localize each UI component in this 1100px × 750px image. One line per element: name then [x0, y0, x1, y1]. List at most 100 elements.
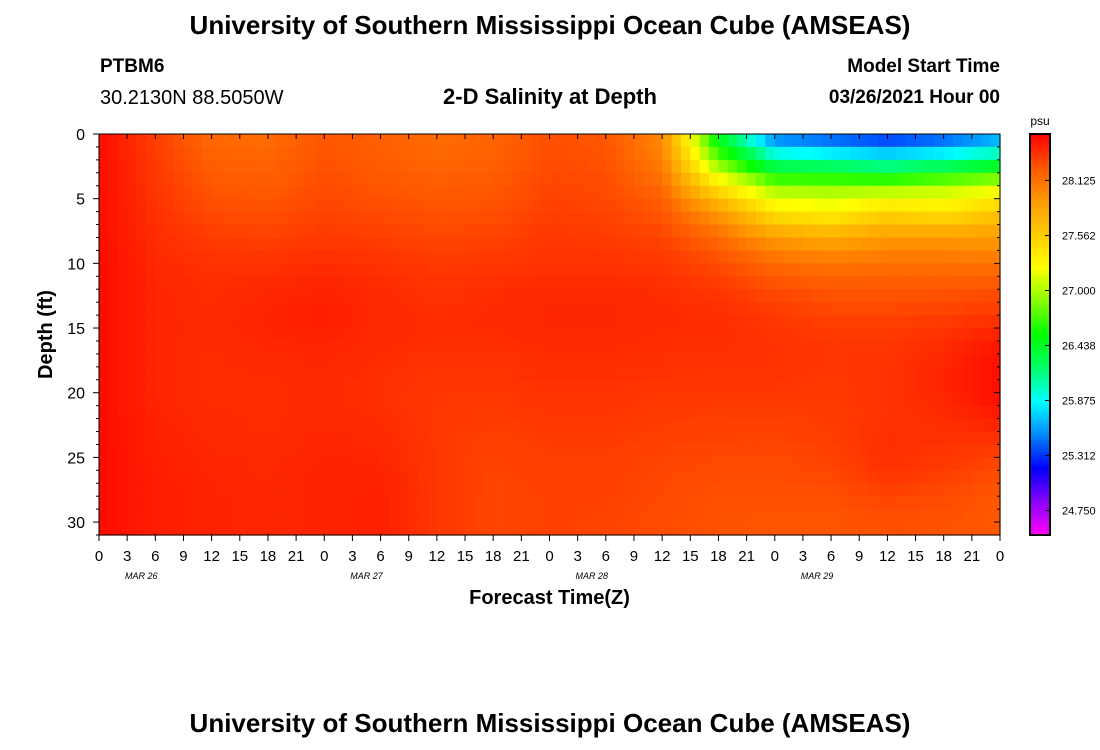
heatmap-cell — [990, 263, 1001, 277]
heatmap-cell — [389, 340, 400, 355]
heatmap-cell — [605, 392, 616, 407]
heatmap-cell — [831, 263, 842, 277]
heatmap-cell — [389, 522, 400, 536]
heatmap-cell — [502, 418, 513, 433]
heatmap-cell — [934, 185, 945, 200]
heatmap-cell — [183, 328, 194, 342]
heatmap-cell — [887, 522, 898, 536]
heatmap-cell — [774, 185, 785, 200]
heatmap-cell — [202, 496, 213, 510]
day-label: MAR 27 — [350, 571, 384, 581]
heatmap-cell — [802, 250, 813, 264]
heatmap-cell — [343, 496, 354, 510]
heatmap-cell — [746, 418, 757, 433]
heatmap-cell — [258, 134, 269, 148]
heatmap-cell — [474, 483, 485, 497]
heatmap-cell — [136, 302, 147, 316]
heatmap-cell — [371, 276, 382, 290]
heatmap-cell — [765, 211, 776, 226]
heatmap-cell — [164, 289, 175, 303]
heatmap-cell — [877, 379, 888, 394]
heatmap-cell — [859, 431, 870, 446]
heatmap-cell — [408, 159, 419, 174]
heatmap-cell — [953, 496, 964, 510]
heatmap-cell — [699, 276, 710, 290]
heatmap-cell — [821, 198, 832, 213]
heatmap-cell — [727, 302, 738, 316]
heatmap-cell — [117, 444, 128, 458]
heatmap-cell — [549, 172, 560, 187]
heatmap-cell — [399, 276, 410, 290]
heatmap-cell — [249, 522, 260, 536]
heatmap-cell — [558, 509, 569, 523]
heatmap-cell — [352, 379, 363, 394]
heatmap-cell — [389, 418, 400, 433]
heatmap-cell — [906, 315, 917, 329]
heatmap-cell — [164, 431, 175, 446]
heatmap-cell — [840, 159, 851, 174]
heatmap-cell — [868, 302, 879, 316]
heatmap-cell — [371, 328, 382, 342]
heatmap-cell — [549, 159, 560, 174]
heatmap-cell — [906, 237, 917, 252]
heatmap-cell — [474, 289, 485, 303]
heatmap-cell — [211, 392, 222, 407]
heatmap-cell — [549, 211, 560, 226]
heatmap-cell — [943, 418, 954, 433]
footer-title: University of Southern Mississippi Ocean… — [189, 708, 911, 738]
heatmap-cell — [493, 379, 504, 394]
heatmap-cell — [446, 379, 457, 394]
heatmap-cell — [906, 509, 917, 523]
heatmap-cell — [117, 159, 128, 174]
heatmap-cell — [859, 263, 870, 277]
heatmap-cell — [943, 224, 954, 239]
heatmap-cell — [333, 379, 344, 394]
heatmap-cell — [840, 250, 851, 264]
heatmap-cell — [202, 224, 213, 239]
heatmap-cell — [990, 366, 1001, 381]
heatmap-cell — [577, 340, 588, 355]
heatmap-cell — [399, 146, 410, 161]
heatmap-cell — [99, 496, 109, 510]
heatmap-cell — [521, 496, 532, 510]
heatmap-cell — [136, 353, 147, 368]
heatmap-cell — [699, 315, 710, 329]
heatmap-cell — [981, 328, 992, 342]
heatmap-cell — [136, 509, 147, 523]
heatmap-cell — [540, 198, 551, 213]
heatmap-cell — [615, 392, 626, 407]
heatmap-cell — [840, 522, 851, 536]
heatmap-cell — [408, 522, 419, 536]
heatmap-cell — [493, 418, 504, 433]
heatmap-cell — [615, 263, 626, 277]
heatmap-cell — [577, 470, 588, 484]
heatmap-cell — [483, 366, 494, 381]
heatmap-cell — [296, 340, 307, 355]
heatmap-cell — [821, 418, 832, 433]
heatmap-cell — [164, 224, 175, 239]
heatmap-cell — [202, 159, 213, 174]
heatmap-cell — [277, 431, 288, 446]
heatmap-cell — [502, 405, 513, 420]
heatmap-cell — [558, 431, 569, 446]
heatmap-cell — [530, 483, 541, 497]
heatmap-cell — [286, 146, 297, 161]
heatmap-cell — [277, 263, 288, 277]
heatmap-cell — [990, 302, 1001, 316]
heatmap-cell — [352, 276, 363, 290]
heatmap-cell — [868, 263, 879, 277]
heatmap-cell — [436, 418, 447, 433]
heatmap-cell — [831, 315, 842, 329]
heatmap-cell — [887, 276, 898, 290]
heatmap-cell — [324, 470, 335, 484]
heatmap-cell — [587, 405, 598, 420]
heatmap-cell — [361, 392, 372, 407]
heatmap-cell — [784, 392, 795, 407]
x-tick-label: 6 — [151, 548, 159, 565]
heatmap-cell — [352, 315, 363, 329]
heatmap-cell — [671, 496, 682, 510]
heatmap-cell — [436, 405, 447, 420]
heatmap-cell — [399, 353, 410, 368]
heatmap-cell — [305, 302, 316, 316]
heatmap-cell — [296, 418, 307, 433]
